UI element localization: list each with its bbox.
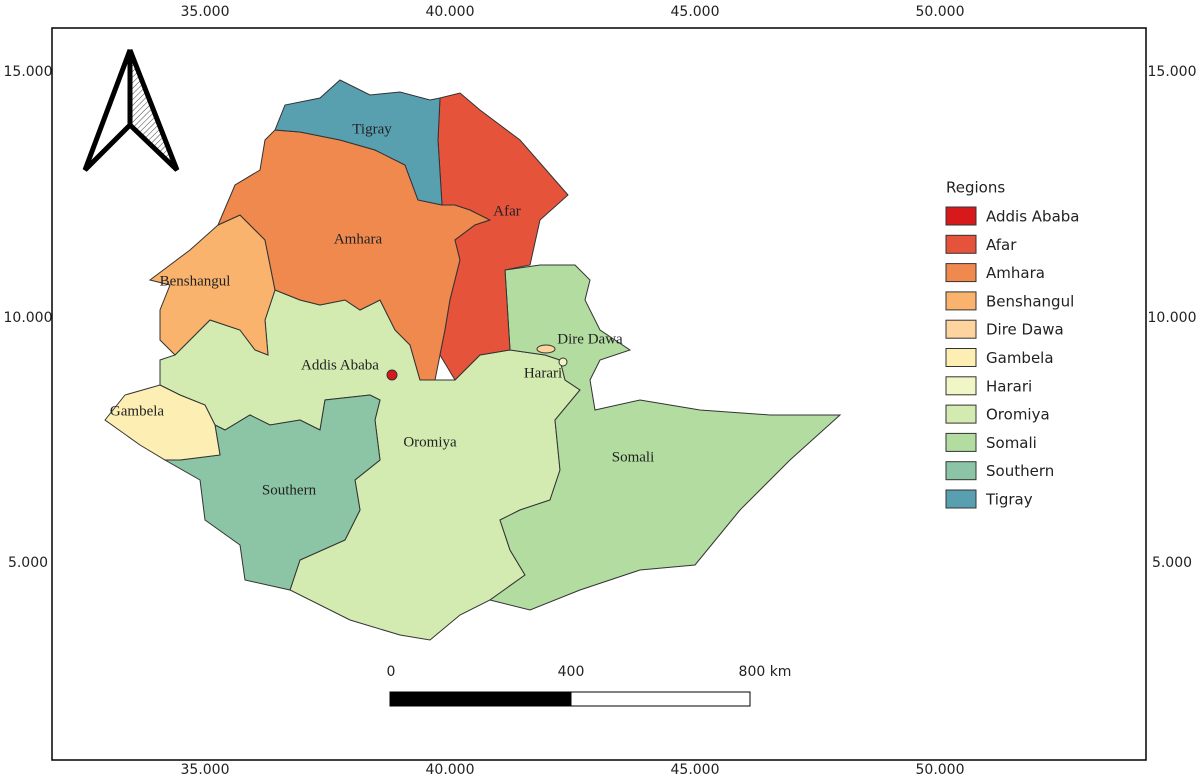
legend-label: Amhara: [986, 264, 1045, 282]
grid-label-right: 15.000: [1148, 64, 1197, 80]
scale-label: 0: [387, 664, 396, 680]
region-label: Benshangul: [160, 273, 231, 289]
region-harari: [558, 357, 568, 367]
legend-label: Oromiya: [986, 406, 1050, 424]
region-label: Addis Ababa: [301, 357, 379, 373]
scale-label: 800 km: [739, 664, 792, 680]
legend-swatch: [945, 376, 977, 396]
grid-labels: 35.000 40.000 45.000 50.000 35.000 40.000 45.0…: [4, 4, 1197, 778]
grid-label-top: 50.000: [916, 4, 965, 20]
region-tigray: [274, 79, 443, 206]
region-addis-ababa: [386, 369, 398, 381]
legend-swatch: [945, 432, 977, 452]
scale-bar: 0 400 800 km: [387, 664, 792, 707]
region-labels: Tigray Afar Amhara Benshangul Addis Abab…: [110, 121, 654, 498]
region-label: Somali: [612, 449, 655, 465]
grid-label-bottom: 35.000: [181, 762, 230, 778]
region-label: Afar: [493, 203, 520, 219]
grid-label-bottom: 45.000: [671, 762, 720, 778]
legend-label: Southern: [986, 462, 1054, 480]
scale-segment: [570, 691, 751, 707]
region-label: Tigray: [352, 121, 392, 137]
grid-label-top: 40.000: [426, 4, 475, 20]
grid-label-right: 5.000: [1152, 555, 1192, 571]
legend-label: Harari: [986, 377, 1032, 395]
legend-label: Dire Dawa: [986, 321, 1064, 339]
legend-swatch: [945, 489, 977, 509]
region-label: Dire Dawa: [557, 331, 623, 347]
legend-swatch: [945, 319, 977, 339]
north-arrow: [82, 49, 180, 172]
region-label: Oromiya: [403, 434, 457, 450]
region-dire-dawa: [536, 344, 556, 354]
legend-title: Regions: [946, 179, 1005, 197]
grid-label-top: 45.000: [671, 4, 720, 20]
legend-label: Somali: [986, 434, 1037, 452]
legend-swatch: [945, 206, 977, 226]
region-gambela: [104, 384, 221, 461]
scale-segment: [389, 691, 572, 707]
region-label: Harari: [524, 365, 562, 381]
grid-label-left: 10.000: [4, 310, 53, 326]
legend-swatch: [945, 291, 977, 311]
legend-label: Gambela: [986, 349, 1054, 367]
region-southern: [163, 394, 381, 591]
region-somali: [488, 264, 842, 611]
regions: [104, 79, 842, 641]
grid-label-top: 35.000: [181, 4, 230, 20]
legend-label: Benshangul: [986, 292, 1074, 310]
legend-swatch: [945, 461, 977, 481]
grid-label-right: 10.000: [1148, 310, 1197, 326]
legend-label: Addis Ababa: [986, 208, 1079, 226]
legend-swatch: [945, 348, 977, 367]
grid-label-bottom: 50.000: [916, 762, 965, 778]
legend-swatch: [945, 234, 977, 254]
region-afar: [437, 92, 569, 381]
grid-label-left: 15.000: [4, 64, 53, 80]
region-label: Gambela: [110, 403, 164, 419]
legend: Regions Addis Ababa Afar Amhara Benshangul D…: [945, 179, 1079, 509]
legend-label: Afar: [986, 236, 1017, 254]
scale-label: 400: [558, 664, 585, 680]
grid-label-bottom: 40.000: [426, 762, 475, 778]
grid-label-left: 5.000: [8, 555, 48, 571]
legend-swatch: [945, 404, 977, 424]
legend-label: Tigray: [985, 491, 1033, 509]
legend-swatch: [945, 263, 977, 283]
region-label: Amhara: [334, 231, 383, 247]
region-label: Southern: [262, 482, 317, 498]
